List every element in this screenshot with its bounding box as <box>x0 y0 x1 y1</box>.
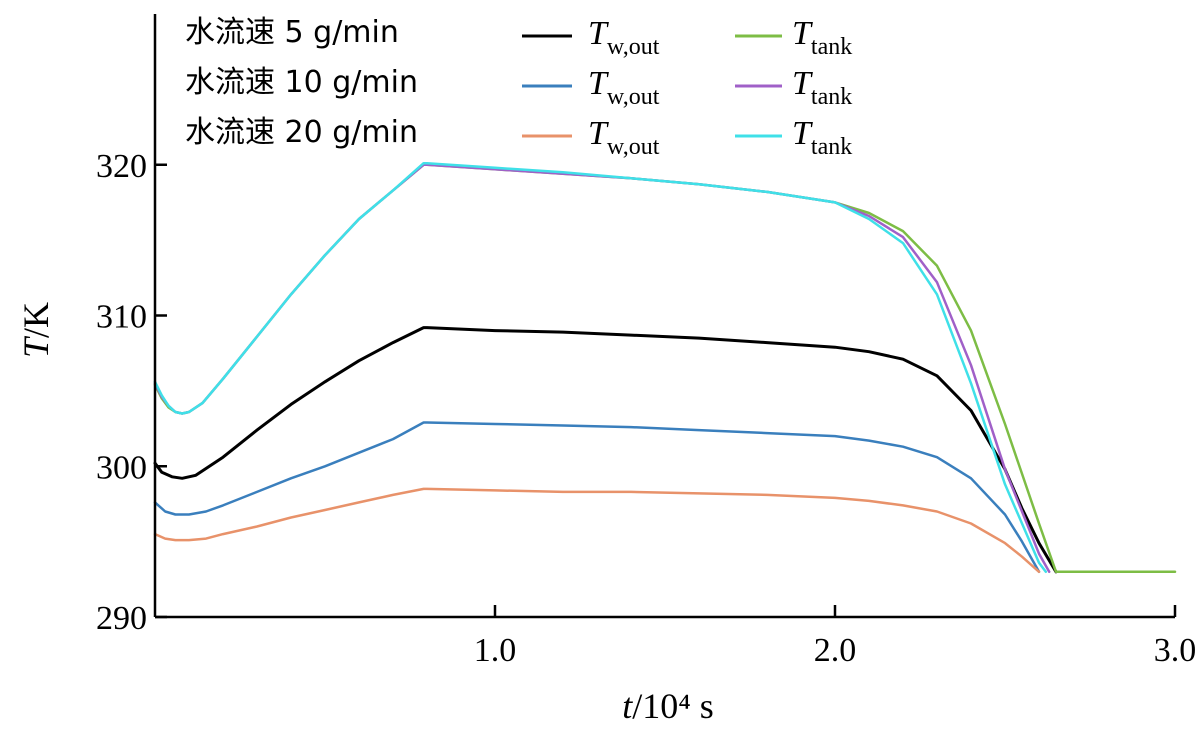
x-tick-label: 3.0 <box>1154 632 1197 669</box>
legend-symbol: Tw,out <box>588 65 660 110</box>
series-line-1 <box>153 326 1058 574</box>
series-line-6 <box>153 161 1048 574</box>
series-line-5 <box>153 163 1051 574</box>
legend-row-label: 水流速 5 g/min <box>185 15 399 50</box>
y-axis-label: T/K <box>16 302 56 358</box>
x-tick-label: 2.0 <box>814 632 857 669</box>
series-layer <box>153 161 1177 574</box>
legend-symbol: Tw,out <box>588 115 660 160</box>
y-tick-label: 310 <box>96 299 147 336</box>
legend-symbol: Ttank <box>792 15 852 60</box>
legend-row-label: 水流速 20 g/min <box>185 115 418 150</box>
y-tick-label: 290 <box>96 600 147 637</box>
x-tick-label: 1.0 <box>474 632 517 669</box>
y-tick-label: 320 <box>96 148 147 185</box>
axes <box>153 14 1177 619</box>
tick-labels: 1.0 2.0 3.0 290 300 310 320 <box>96 148 1196 669</box>
y-axis-variable: T <box>16 335 56 358</box>
legend-symbol: Ttank <box>792 115 852 160</box>
series-line-2 <box>153 421 1041 574</box>
y-tick-label: 300 <box>96 449 147 486</box>
x-axis-label: t/10⁴ s <box>622 686 714 726</box>
x-axis-unit: /10⁴ s <box>632 686 714 726</box>
y-axis-unit: /K <box>16 302 56 338</box>
x-axis-variable: t <box>622 686 633 726</box>
legend: 水流速 5 g/min 水流速 10 g/min 水流速 20 g/min Tw… <box>185 15 852 160</box>
legend-row-label: 水流速 10 g/min <box>185 65 418 100</box>
legend-symbol: Ttank <box>792 65 852 110</box>
series-line-3 <box>153 487 1041 574</box>
legend-symbol: Tw,out <box>588 15 660 60</box>
